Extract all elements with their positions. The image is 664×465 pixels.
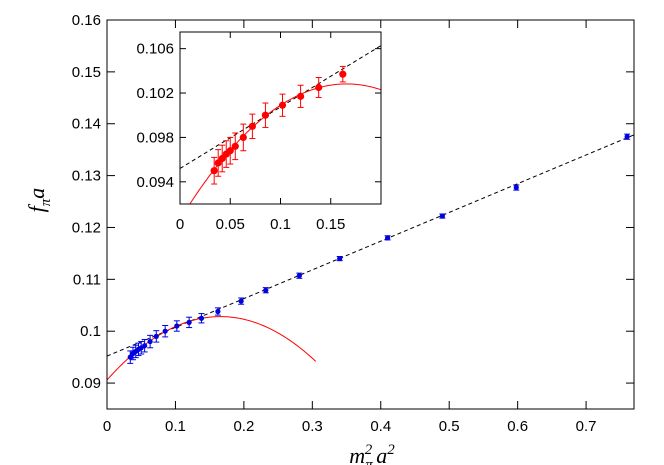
x-axis-label: mπ2 a2 bbox=[349, 442, 395, 465]
main-plot-area bbox=[107, 133, 634, 381]
inset-y-tick-label: 0.098 bbox=[136, 129, 174, 146]
inset-y-tick-label: 0.094 bbox=[136, 174, 174, 191]
inset-data-point bbox=[239, 133, 247, 142]
x-axis-label-sup1: 2 bbox=[365, 442, 373, 458]
main-x-tick-label: 0.7 bbox=[576, 418, 597, 435]
main-y-tick-label: 0.11 bbox=[73, 271, 101, 288]
main-x-tick-label: 0.6 bbox=[507, 418, 528, 435]
y-axis-label-tail: a bbox=[24, 188, 49, 199]
inset-data-point bbox=[297, 92, 305, 100]
inset-data-point bbox=[248, 122, 256, 130]
main-y-tick-label: 0.13 bbox=[72, 168, 101, 185]
inset-background bbox=[180, 32, 381, 204]
main-data-point bbox=[153, 333, 159, 339]
x-axis-label-mid: a bbox=[376, 443, 387, 465]
main-linear-fit-line bbox=[107, 134, 634, 357]
main-frame bbox=[106, 19, 635, 410]
inset-x-tick-label: 0.15 bbox=[316, 216, 345, 233]
main-data-point bbox=[147, 338, 153, 345]
inset-frame bbox=[179, 31, 382, 205]
main-data-point bbox=[127, 354, 133, 360]
inset-plot-area bbox=[180, 45, 381, 204]
main-data-point bbox=[385, 235, 391, 241]
main-data-point bbox=[296, 273, 302, 279]
main-data-point bbox=[186, 319, 192, 325]
inset-data-point bbox=[315, 83, 323, 92]
inset-data-point bbox=[278, 101, 287, 109]
x-axis-label-sup2: 2 bbox=[387, 442, 395, 458]
main-y-tick-label: 0.14 bbox=[72, 116, 101, 133]
main-data-point bbox=[624, 134, 630, 140]
inset-x-tick-label: 0.1 bbox=[270, 216, 291, 233]
main-data-point bbox=[263, 287, 269, 293]
inset-data-point bbox=[226, 147, 234, 155]
main-data-point bbox=[174, 323, 180, 329]
y-axis-label-base: f bbox=[24, 203, 49, 212]
main-y-tick-label: 0.15 bbox=[72, 64, 101, 81]
main-y-tick-label: 0.12 bbox=[72, 219, 101, 236]
main-data-point bbox=[439, 213, 445, 219]
main-data-point bbox=[238, 298, 244, 304]
x-axis-label-base: m bbox=[349, 443, 365, 465]
main-x-tick-label: 0.4 bbox=[370, 418, 391, 435]
main-x-tick-label: 0.2 bbox=[233, 418, 254, 435]
main-data-point bbox=[513, 184, 519, 191]
main-y-tick-label: 0.09 bbox=[72, 375, 101, 392]
main-y-tick-label: 0.16 bbox=[72, 12, 101, 29]
inset-y-tick-label: 0.106 bbox=[136, 41, 174, 58]
inset-x-tick-label: 0 bbox=[176, 216, 184, 233]
x-axis-label-sub: π bbox=[365, 457, 373, 465]
inset-y-tick-label: 0.102 bbox=[136, 85, 174, 102]
main-data-point bbox=[337, 255, 343, 262]
inset-data-point bbox=[339, 70, 347, 78]
main-x-tick-label: 0.3 bbox=[302, 418, 323, 435]
inset-data-point bbox=[261, 111, 270, 119]
inset-data-point bbox=[231, 142, 239, 150]
inset-plot: 0 0.05 0.1 0.15 0.094 0.098 0.102 0.106 bbox=[136, 31, 382, 233]
inset-linear-fit-line bbox=[180, 45, 381, 169]
inset-x-tick-label: 0.05 bbox=[216, 216, 245, 233]
main-data-point bbox=[215, 308, 221, 315]
main-data-point bbox=[162, 328, 168, 334]
main-data-point bbox=[142, 343, 148, 349]
main-x-tick-label: 0.1 bbox=[165, 418, 186, 435]
main-y-tick-label: 0.1 bbox=[80, 323, 101, 340]
main-x-tick-label: 0 bbox=[103, 418, 111, 435]
main-x-tick-label: 0.5 bbox=[439, 418, 460, 435]
y-axis-label-sub: π bbox=[38, 198, 54, 206]
y-axis-label: fπa bbox=[24, 188, 54, 213]
inset-data-point bbox=[210, 167, 218, 175]
main-data-point bbox=[198, 315, 205, 321]
main-plot: 0 0.1 0.2 0.3 0.4 0.5 0.6 0.7 0.09 0.1 0.11 0.12 0.1… bbox=[72, 12, 635, 435]
